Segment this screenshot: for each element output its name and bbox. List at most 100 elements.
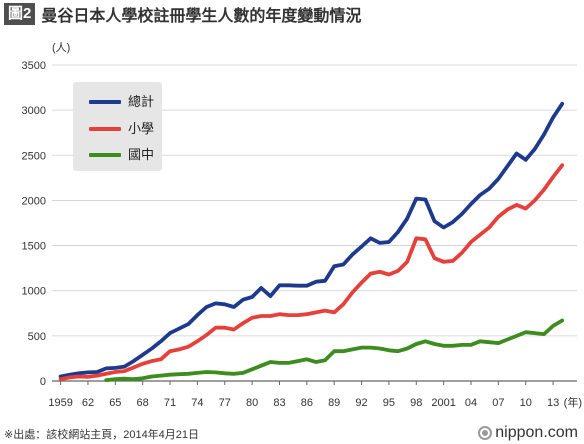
- data-point-total: [241, 298, 245, 302]
- data-point-total: [396, 230, 400, 234]
- x-axis-unit-label: (年): [564, 395, 582, 409]
- data-point-total: [505, 164, 510, 168]
- data-point-junior-high: [305, 357, 309, 361]
- data-point-junior-high: [451, 344, 455, 348]
- data-point-junior-high: [332, 349, 336, 353]
- x-tick-label: 71: [164, 397, 176, 409]
- data-point-total: [259, 286, 263, 290]
- data-point-total: [122, 365, 126, 369]
- data-point-elementary: [360, 281, 364, 285]
- data-point-total: [560, 102, 564, 106]
- data-point-junior-high: [533, 331, 537, 335]
- series-junior-high: [104, 318, 565, 382]
- data-point-elementary: [451, 259, 455, 263]
- data-point-total: [141, 353, 145, 357]
- data-point-total: [132, 359, 136, 363]
- data-point-elementary: [68, 375, 72, 379]
- data-point-elementary: [59, 377, 63, 381]
- x-tick-label: 95: [383, 397, 395, 409]
- data-point-total: [104, 366, 108, 370]
- x-tick-label: 98: [410, 397, 422, 409]
- data-point-total: [195, 313, 199, 317]
- data-point-total: [387, 240, 391, 244]
- nippon-logo: nippon.com: [478, 424, 578, 442]
- data-point-junior-high: [204, 370, 209, 374]
- legend-swatch-junior-high: [89, 153, 121, 157]
- data-point-total: [305, 284, 309, 288]
- data-point-junior-high: [132, 377, 136, 381]
- data-point-junior-high: [487, 340, 491, 344]
- data-point-elementary: [95, 374, 99, 378]
- legend-item-total: 總計: [73, 92, 162, 112]
- data-point-total: [223, 302, 227, 306]
- data-point-elementary: [496, 215, 500, 219]
- data-point-total: [177, 327, 181, 331]
- data-point-total: [186, 322, 190, 326]
- data-point-junior-high: [524, 330, 528, 334]
- data-point-elementary: [542, 188, 546, 192]
- data-point-elementary: [122, 369, 126, 373]
- y-tick-label: 3500: [22, 60, 46, 72]
- data-point-junior-high: [113, 377, 117, 381]
- data-point-junior-high: [378, 346, 382, 351]
- data-point-junior-high: [387, 348, 391, 352]
- data-point-elementary: [423, 237, 427, 241]
- data-point-elementary: [524, 207, 528, 211]
- data-point-total: [360, 244, 364, 249]
- x-tick-label: 65: [109, 397, 121, 409]
- data-point-elementary: [177, 347, 181, 351]
- data-point-elementary: [469, 240, 473, 244]
- data-point-elementary: [414, 236, 418, 240]
- data-point-junior-high: [186, 372, 190, 376]
- data-point-elementary: [168, 349, 172, 353]
- data-point-junior-high: [141, 376, 145, 380]
- data-point-elementary: [341, 302, 345, 306]
- legend-item-elementary: 小學: [73, 119, 162, 139]
- data-point-total: [496, 177, 500, 181]
- x-tick-label: 80: [246, 397, 258, 409]
- y-tick-label: 2000: [22, 195, 46, 207]
- y-tick-label: 1500: [22, 241, 46, 253]
- data-point-junior-high: [268, 360, 272, 364]
- data-point-total: [350, 253, 354, 257]
- x-tick-label: 83: [273, 397, 285, 409]
- data-point-elementary: [369, 272, 373, 276]
- data-point-junior-high: [350, 347, 354, 351]
- data-point-junior-high: [551, 324, 555, 328]
- data-point-total: [487, 187, 491, 191]
- data-point-junior-high: [250, 367, 254, 371]
- data-point-elementary: [296, 313, 300, 317]
- data-point-junior-high: [423, 339, 427, 343]
- data-point-junior-high: [195, 371, 199, 375]
- data-point-total: [551, 115, 555, 119]
- data-point-total: [469, 202, 473, 206]
- data-point-junior-high: [104, 378, 108, 382]
- data-point-junior-high: [369, 346, 373, 350]
- data-point-total: [287, 283, 291, 287]
- data-point-junior-high: [341, 349, 345, 353]
- data-point-elementary: [141, 362, 145, 366]
- x-tick-label: 13: [547, 397, 559, 409]
- data-point-total: [460, 212, 464, 216]
- legend-swatch-total: [89, 100, 121, 104]
- data-point-elementary: [350, 290, 354, 295]
- data-point-elementary: [150, 359, 154, 363]
- source-note: ※出處：該校網站主頁，2014年4月21日: [4, 429, 200, 441]
- data-point-total: [95, 370, 99, 374]
- data-point-junior-high: [296, 359, 300, 363]
- data-point-elementary: [223, 326, 227, 330]
- data-point-total: [405, 216, 409, 221]
- data-point-junior-high: [232, 372, 236, 376]
- data-point-junior-high: [515, 334, 519, 338]
- data-point-total: [524, 158, 528, 162]
- series-line-total: [58, 101, 565, 379]
- legend-label-elementary: 小學: [128, 121, 155, 136]
- x-tick-label: 62: [82, 397, 94, 409]
- data-point-junior-high: [360, 346, 364, 350]
- data-point-total: [533, 147, 537, 151]
- series-total: [58, 101, 565, 379]
- legend-item-junior-high: 國中: [73, 145, 162, 165]
- series-layer: [58, 101, 565, 382]
- data-point-junior-high: [323, 358, 327, 362]
